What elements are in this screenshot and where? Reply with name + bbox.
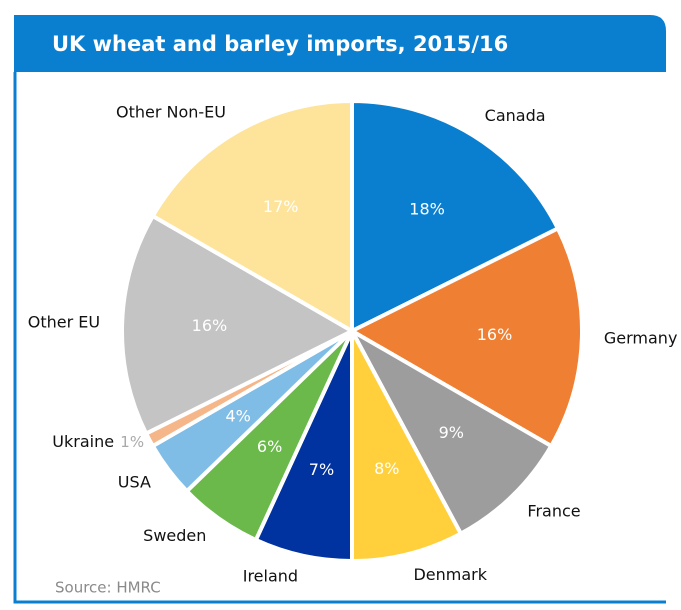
category-label: Other EU	[28, 313, 100, 332]
value-label: 8%	[374, 459, 399, 478]
pie-slice	[350, 98, 561, 335]
category-label: France	[527, 501, 580, 520]
category-label: Canada	[485, 106, 546, 125]
value-label: 17%	[263, 197, 299, 216]
pie-slice	[150, 98, 354, 335]
value-label: 18%	[409, 199, 445, 218]
category-label: Ukraine	[52, 432, 114, 451]
value-label: 7%	[309, 460, 334, 479]
source: Source: HMRC	[55, 579, 161, 597]
value-label: 16%	[192, 316, 228, 335]
category-label: Ireland	[243, 567, 298, 586]
pie-slice	[350, 330, 464, 564]
value-label: 1%	[120, 433, 144, 451]
value-label: 4%	[226, 406, 251, 425]
category-label: Germany	[604, 328, 678, 347]
value-label: 16%	[477, 325, 513, 344]
category-label: USA	[118, 472, 151, 491]
category-label: Denmark	[413, 565, 487, 584]
pie-slice	[347, 225, 584, 449]
value-label: 6%	[257, 437, 282, 456]
pie-slice	[120, 213, 357, 437]
header-bar	[14, 15, 666, 72]
chart-title: UK wheat and barley imports, 2015/16	[52, 32, 508, 56]
category-label: Sweden	[143, 526, 206, 545]
value-label: 9%	[439, 423, 464, 442]
frame	[13, 72, 666, 604]
pie-slice	[346, 325, 554, 537]
category-label: Other Non-EU	[116, 102, 226, 121]
